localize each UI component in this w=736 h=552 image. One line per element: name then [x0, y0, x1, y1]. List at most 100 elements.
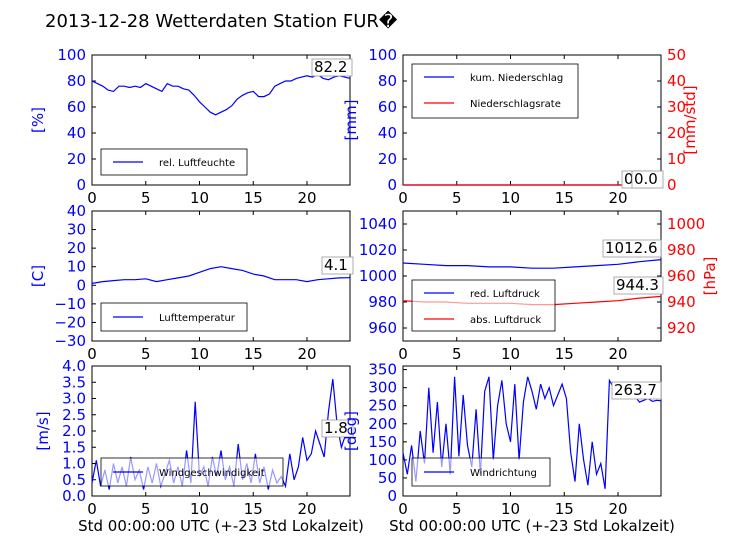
pressure-series-line-0: [402, 259, 662, 269]
precipitation-y-tick-label: 80: [378, 72, 397, 90]
precipitation-value-box-1: [631, 170, 664, 189]
temperature-y-tick-label: 10: [67, 258, 86, 276]
precipitation-x-tick-label: 20: [608, 189, 627, 207]
temperature-x-tick-label: 10: [190, 345, 209, 363]
winddir-y-tick-label: 100: [368, 451, 397, 469]
pressure-legend-box: [411, 279, 556, 332]
temperature-value-box-0: [321, 256, 354, 275]
figure-title: 2013-12-28 Wetterdaten Station FUR�: [45, 10, 398, 32]
pressure-y2-tick-label: 980: [667, 241, 696, 259]
humidity-x-tick-label: 5: [141, 189, 151, 207]
pressure-x-tick-label: 10: [501, 345, 520, 363]
winddir-y-tick-label: 200: [368, 415, 397, 433]
windspeed-y-tick-label: 0.0: [62, 487, 86, 505]
precipitation-legend-box: [411, 63, 579, 119]
pressure-y-tick-label: 960: [368, 319, 397, 337]
precipitation-y2-tick-label: 0: [667, 176, 677, 194]
windspeed-y-tick-label: 1.0: [62, 455, 86, 473]
winddir-legend-label-0: Windrichtung: [470, 468, 537, 479]
temperature-y-tick-label: −20: [54, 313, 86, 331]
humidity-x-tick-label: 0: [87, 189, 97, 207]
windspeed-value-label-0: 1.8: [324, 419, 348, 437]
precipitation-y-tick-label: 60: [378, 98, 397, 116]
temperature-y-tick-label: 40: [67, 202, 86, 220]
temperature-y-tick-label: 20: [67, 239, 86, 257]
precipitation-y-tick-label: 100: [368, 46, 397, 64]
humidity-y-tick-label: 0: [76, 176, 86, 194]
winddir-x-axis-label: Std 00:00:00 UTC (+-23 Std Lokalzeit): [389, 517, 675, 535]
humidity-legend-label-0: rel. Luftfeuchte: [159, 158, 235, 169]
humidity-y-tick-label: 20: [67, 150, 86, 168]
winddir-value-box-0: [611, 381, 662, 400]
temperature-x-tick-label: 15: [244, 345, 263, 363]
windspeed-y-tick-label: 2.0: [62, 422, 86, 440]
winddir-value-label-0: 263.7: [614, 381, 657, 399]
humidity-x-tick-label: 15: [244, 189, 263, 207]
windspeed-y-tick-label: 3.0: [62, 390, 86, 408]
windspeed-x-tick-label: 15: [244, 500, 263, 518]
windspeed-legend-label-0: Windgeschwindigkeit: [159, 468, 265, 479]
winddir-x-tick-label: 20: [608, 500, 627, 518]
windspeed-x-tick-label: 5: [141, 500, 151, 518]
precipitation-x-tick-label: 15: [555, 189, 574, 207]
precipitation-legend-label-1: Niederschlagsrate: [470, 99, 561, 110]
pressure-value-box-0: [602, 239, 662, 258]
humidity-x-tick-label: 10: [190, 189, 209, 207]
windspeed-y-axis-label: [m/s]: [34, 411, 52, 450]
pressure-y2-tick-label: 960: [667, 267, 696, 285]
windspeed-x-tick-label: 10: [190, 500, 209, 518]
precipitation-x-tick-label: 10: [501, 189, 520, 207]
pressure-value-label-0: 1012.6: [605, 239, 658, 257]
pressure-y-tick-label: 1020: [359, 241, 397, 259]
pressure-y-tick-label: 980: [368, 293, 397, 311]
precipitation-value-label-1: 0.0: [634, 170, 658, 188]
winddir-y-tick-label: 300: [368, 379, 397, 397]
pressure-y2-tick-label: 940: [667, 293, 696, 311]
temperature-x-tick-label: 0: [87, 345, 97, 363]
humidity-plot-frame: [91, 54, 351, 186]
precipitation-y2-tick-label: 50: [667, 46, 686, 64]
precipitation-y-tick-label: 20: [378, 150, 397, 168]
humidity-series-line-0: [91, 73, 351, 116]
temperature-y-tick-label: −30: [54, 332, 86, 350]
windspeed-x-tick-label: 20: [297, 500, 316, 518]
temperature-x-tick-label: 5: [141, 345, 151, 363]
winddir-y-tick-label: 50: [378, 469, 397, 487]
windspeed-y-tick-label: 1.5: [62, 438, 86, 456]
pressure-x-tick-label: 5: [452, 345, 462, 363]
pressure-y2-tick-label: 1000: [667, 215, 705, 233]
winddir-y-tick-label: 150: [368, 433, 397, 451]
pressure-y-tick-label: 1000: [359, 267, 397, 285]
humidity-x-tick-label: 20: [297, 189, 316, 207]
humidity-y-tick-label: 80: [67, 72, 86, 90]
precipitation-y2-tick-label: 20: [667, 124, 686, 142]
humidity-y-tick-label: 60: [67, 98, 86, 116]
temperature-y-tick-label: −10: [54, 295, 86, 313]
precipitation-y-tick-label: 0: [387, 176, 397, 194]
pressure-y2-axis-label: [hPa]: [701, 257, 719, 296]
temperature-y-axis-label: [C]: [29, 265, 47, 287]
windspeed-y-tick-label: 3.5: [62, 373, 86, 391]
pressure-legend-label-1: abs. Luftdruck: [470, 315, 541, 326]
winddir-y-axis-label: [deg]: [342, 411, 360, 451]
winddir-y-tick-label: 250: [368, 397, 397, 415]
pressure-y-tick-label: 1040: [359, 215, 397, 233]
pressure-y2-tick-label: 920: [667, 319, 696, 337]
temperature-y-tick-label: 30: [67, 221, 86, 239]
humidity-y-axis-label: [%]: [29, 107, 47, 133]
pressure-x-tick-label: 15: [555, 345, 574, 363]
windspeed-x-axis-label: Std 00:00:00 UTC (+-23 Std Lokalzeit): [78, 517, 364, 535]
winddir-plot-frame: [402, 365, 662, 497]
pressure-x-tick-label: 20: [608, 345, 627, 363]
precipitation-legend-label-0: kum. Niederschlag: [470, 73, 563, 84]
temperature-legend-label-0: Lufttemperatur: [159, 313, 236, 324]
pressure-value-label-1: 944.3: [616, 276, 659, 294]
precipitation-x-tick-label: 5: [452, 189, 462, 207]
winddir-x-tick-label: 5: [452, 500, 462, 518]
precipitation-y-axis-label: [mm]: [342, 100, 360, 141]
humidity-value-label-0: 82.2: [314, 58, 347, 76]
temperature-x-tick-label: 20: [297, 345, 316, 363]
precipitation-x-tick-label: 0: [398, 189, 408, 207]
pressure-legend-label-0: red. Luftdruck: [470, 289, 540, 300]
